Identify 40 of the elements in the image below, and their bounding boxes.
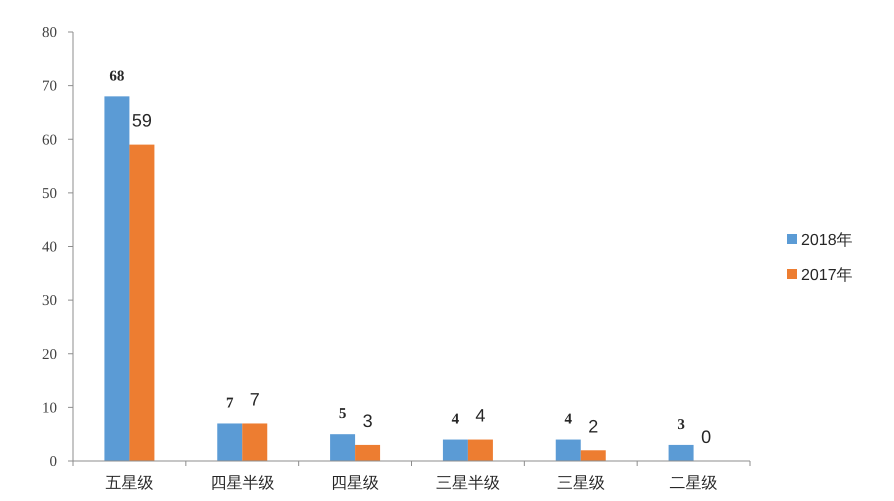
x-tick-label: 三星级 — [556, 475, 605, 492]
x-tick-label: 四星级 — [331, 475, 380, 492]
y-tick-label: 10 — [42, 400, 57, 416]
x-tick-label: 五星级 — [105, 475, 154, 492]
data-label: 2 — [588, 416, 598, 436]
bar — [442, 440, 468, 461]
y-tick-label: 30 — [42, 293, 57, 310]
bar — [468, 440, 493, 461]
data-label: 59 — [132, 110, 152, 131]
data-label: 7 — [250, 389, 260, 410]
legend-label: 2017年 — [801, 267, 853, 284]
x-tick-label: 二星级 — [670, 475, 718, 492]
data-label: 3 — [362, 410, 373, 431]
bar — [104, 96, 130, 461]
data-label: 5 — [338, 406, 346, 422]
x-tick-label: 四星半级 — [210, 474, 274, 492]
y-tick-label: 80 — [42, 25, 57, 41]
y-tick-label: 70 — [42, 78, 57, 95]
y-tick-label: 0 — [50, 454, 57, 470]
bar — [556, 440, 581, 461]
bar — [355, 444, 380, 461]
data-label: 68 — [109, 68, 124, 84]
legend-label: 2018年 — [801, 232, 853, 249]
bar — [330, 434, 356, 461]
y-tick-label: 60 — [42, 132, 57, 148]
data-label: 4 — [475, 406, 486, 426]
bar — [129, 144, 154, 461]
bar — [668, 444, 694, 461]
data-label: 4 — [452, 412, 460, 428]
data-label: 3 — [677, 416, 685, 433]
bar — [242, 423, 268, 461]
bar — [580, 450, 606, 461]
data-label: 0 — [701, 427, 712, 447]
bar — [217, 423, 242, 461]
data-label: 4 — [564, 412, 572, 428]
y-tick-label: 40 — [42, 240, 57, 256]
y-tick-label: 20 — [42, 346, 57, 363]
data-label: 7 — [226, 395, 234, 412]
x-tick-label: 三星半级 — [436, 474, 500, 492]
y-tick-label: 50 — [42, 186, 57, 202]
